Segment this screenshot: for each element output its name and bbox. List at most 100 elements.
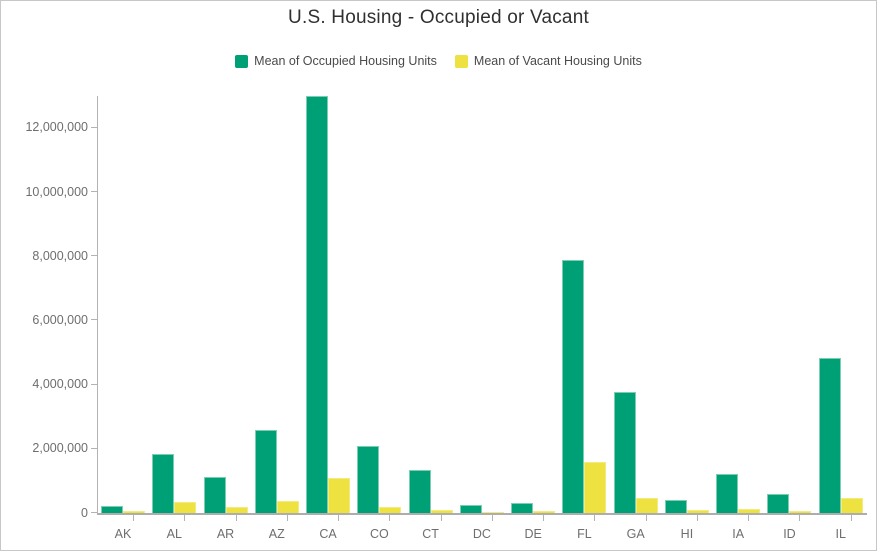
bar-vacant-fl[interactable] xyxy=(584,462,607,513)
x-axis-categories: AK AL AR AZ CA CO CT DC DE FL GA HI IA ID IL xyxy=(98,95,867,541)
y-tick-label: 4,000,000 xyxy=(32,377,88,392)
category-cell-de: DE xyxy=(508,96,559,541)
plot-area: 0 2,000,000 4,000,000 6,000,000 8,000,000 10,… xyxy=(25,95,867,541)
occupied-swatch-icon xyxy=(235,54,249,68)
y-tick-mark xyxy=(91,319,97,321)
x-tick-mark xyxy=(491,515,493,521)
bar-occupied-ak[interactable] xyxy=(101,505,123,513)
y-tick-label: 6,000,000 xyxy=(32,312,88,327)
bar-vacant-ia[interactable] xyxy=(738,509,761,513)
category-cell-ia: IA xyxy=(713,96,764,541)
bar-occupied-il[interactable] xyxy=(818,357,841,513)
legend-item-vacant[interactable]: Mean of Vacant Housing Units xyxy=(454,54,642,68)
bar-occupied-de[interactable] xyxy=(511,502,534,513)
bar-occupied-id[interactable] xyxy=(767,493,790,513)
x-tick-label-id: ID xyxy=(783,527,796,541)
bar-vacant-ar[interactable] xyxy=(225,507,248,513)
chart-title: U.S. Housing - Occupied or Vacant xyxy=(288,7,589,28)
x-tick-mark xyxy=(235,515,237,521)
bar-vacant-ct[interactable] xyxy=(430,509,453,513)
category-cell-az: AZ xyxy=(252,96,303,541)
y-tick-label: 8,000,000 xyxy=(32,248,88,263)
x-tick-mark xyxy=(543,515,545,521)
category-cell-dc: DC xyxy=(457,96,508,541)
x-tick-label-ga: GA xyxy=(626,527,645,541)
legend: Mean of Occupied Housing Units Mean of V… xyxy=(1,54,876,68)
y-tick-label: 10,000,000 xyxy=(25,184,88,199)
x-tick-label-il: IL xyxy=(835,527,846,541)
y-tick-mark xyxy=(91,383,97,385)
legend-label-occupied: Mean of Occupied Housing Units xyxy=(254,54,437,68)
x-tick-mark xyxy=(850,515,852,521)
bar-occupied-fl[interactable] xyxy=(562,260,585,513)
category-cell-il: IL xyxy=(816,96,867,541)
category-cell-id: ID xyxy=(764,96,815,541)
category-cell-co: CO xyxy=(354,96,405,541)
y-tick-mark xyxy=(91,126,97,128)
x-tick-mark xyxy=(440,515,442,521)
x-tick-label-fl: FL xyxy=(577,527,592,541)
y-tick-label: 0 xyxy=(81,505,88,520)
bar-occupied-ia[interactable] xyxy=(716,473,739,513)
x-tick-mark xyxy=(696,515,698,521)
vacant-swatch-icon xyxy=(454,54,468,68)
bar-vacant-hi[interactable] xyxy=(686,510,709,513)
bar-occupied-ga[interactable] xyxy=(613,391,636,513)
category-cell-ct: CT xyxy=(406,96,457,541)
category-cell-ga: GA xyxy=(611,96,662,541)
bar-vacant-ca[interactable] xyxy=(328,478,351,513)
bar-occupied-az[interactable] xyxy=(254,429,277,513)
y-tick-mark xyxy=(91,255,97,257)
bar-vacant-al[interactable] xyxy=(174,501,197,513)
x-tick-label-ak: AK xyxy=(114,527,132,541)
x-tick-label-ct: CT xyxy=(422,527,439,541)
legend-label-vacant: Mean of Vacant Housing Units xyxy=(473,54,642,68)
bar-vacant-co[interactable] xyxy=(379,506,402,513)
x-tick-label-al: AL xyxy=(166,527,182,541)
y-tick-mark xyxy=(91,191,97,192)
x-tick-mark xyxy=(645,515,647,521)
bar-occupied-al[interactable] xyxy=(152,453,175,513)
category-cell-al: AL xyxy=(149,96,200,541)
y-tick-mark xyxy=(91,512,97,513)
bar-vacant-de[interactable] xyxy=(533,511,556,513)
x-tick-label-de: DE xyxy=(524,527,542,541)
x-tick-mark xyxy=(748,515,750,521)
x-tick-mark xyxy=(184,515,186,521)
bar-occupied-ct[interactable] xyxy=(408,469,431,513)
x-tick-label-ca: CA xyxy=(319,527,337,541)
bar-vacant-id[interactable] xyxy=(789,510,812,513)
x-tick-mark xyxy=(389,515,391,521)
bar-occupied-ca[interactable] xyxy=(306,95,329,513)
category-cell-ak: AK xyxy=(98,96,149,541)
category-cell-ca: CA xyxy=(303,95,354,541)
category-cell-hi: HI xyxy=(662,96,713,541)
y-tick-mark xyxy=(91,447,97,449)
bar-occupied-co[interactable] xyxy=(357,446,380,513)
bar-occupied-ar[interactable] xyxy=(203,476,226,513)
bar-vacant-il[interactable] xyxy=(840,498,863,513)
x-tick-mark xyxy=(594,515,596,521)
x-tick-mark xyxy=(799,515,801,521)
legend-item-occupied[interactable]: Mean of Occupied Housing Units xyxy=(235,54,437,68)
x-tick-mark xyxy=(338,515,340,521)
x-tick-mark xyxy=(133,515,134,521)
y-tick-label: 12,000,000 xyxy=(25,120,88,135)
x-tick-label-ar: AR xyxy=(216,527,235,541)
bar-occupied-hi[interactable] xyxy=(664,499,687,513)
bar-vacant-dc[interactable] xyxy=(481,512,504,513)
bar-vacant-ga[interactable] xyxy=(635,497,658,513)
bar-vacant-ak[interactable] xyxy=(123,511,145,513)
y-tick-label: 2,000,000 xyxy=(32,441,88,456)
x-tick-mark xyxy=(286,515,288,521)
x-tick-label-ia: IA xyxy=(732,527,745,541)
bar-vacant-az[interactable] xyxy=(276,501,299,513)
x-tick-label-dc: DC xyxy=(472,527,491,541)
x-tick-label-az: AZ xyxy=(268,527,285,541)
category-cell-fl: FL xyxy=(559,96,610,541)
x-tick-label-hi: HI xyxy=(680,527,694,541)
category-cell-ar: AR xyxy=(201,96,252,541)
bar-occupied-dc[interactable] xyxy=(459,504,482,513)
x-tick-label-co: CO xyxy=(369,527,389,541)
